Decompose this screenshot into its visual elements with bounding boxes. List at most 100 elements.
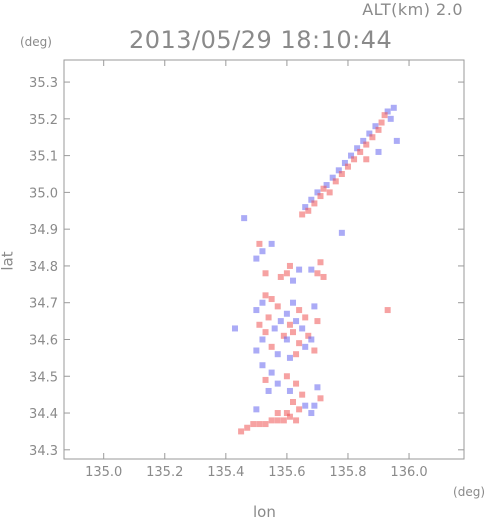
data-point bbox=[274, 380, 281, 387]
data-point bbox=[317, 395, 324, 402]
data-point bbox=[305, 207, 312, 214]
data-point bbox=[311, 402, 318, 409]
data-point bbox=[231, 325, 238, 332]
data-point bbox=[262, 329, 269, 336]
data-point bbox=[259, 362, 266, 369]
data-point bbox=[256, 240, 263, 247]
data-point bbox=[271, 325, 278, 332]
data-point bbox=[348, 152, 355, 159]
data-point bbox=[366, 130, 373, 137]
data-point bbox=[329, 174, 336, 181]
y-axis-unit: (deg) bbox=[20, 35, 52, 49]
x-tick-label: 135.2 bbox=[146, 465, 183, 480]
x-tick-label: 135.0 bbox=[85, 465, 122, 480]
data-point bbox=[265, 314, 272, 321]
data-point bbox=[308, 196, 315, 203]
x-axis-unit: (deg) bbox=[453, 485, 485, 499]
data-point bbox=[250, 421, 257, 428]
data-point bbox=[384, 108, 391, 115]
data-point bbox=[299, 211, 306, 218]
data-point bbox=[314, 189, 321, 196]
y-tick-label: 34.3 bbox=[29, 444, 58, 459]
data-point bbox=[268, 343, 275, 350]
data-point bbox=[317, 193, 324, 200]
data-point bbox=[274, 303, 281, 310]
data-point bbox=[360, 137, 367, 144]
data-point bbox=[351, 156, 358, 163]
data-point bbox=[253, 307, 260, 314]
data-point bbox=[259, 248, 266, 255]
data-point bbox=[277, 318, 284, 325]
data-point bbox=[311, 200, 318, 207]
data-point bbox=[283, 310, 290, 317]
y-tick-label: 34.5 bbox=[29, 370, 58, 385]
data-point bbox=[268, 369, 275, 376]
data-point bbox=[253, 255, 260, 262]
data-point bbox=[283, 410, 290, 417]
y-tick-label: 35.1 bbox=[29, 150, 58, 165]
x-axis-label: lon bbox=[253, 503, 276, 521]
altitude-label: ALT(km) 2.0 bbox=[362, 0, 463, 19]
data-point bbox=[390, 104, 397, 111]
plot-frame bbox=[63, 59, 465, 460]
data-point bbox=[283, 373, 290, 380]
data-point bbox=[317, 259, 324, 266]
x-tick-label: 136.0 bbox=[390, 465, 427, 480]
data-point bbox=[286, 387, 293, 394]
data-point bbox=[256, 421, 263, 428]
data-point bbox=[259, 336, 266, 343]
data-point bbox=[378, 119, 385, 126]
y-tick-label: 34.7 bbox=[29, 297, 58, 312]
data-point bbox=[274, 417, 281, 424]
data-point bbox=[296, 340, 303, 347]
data-point bbox=[241, 215, 248, 222]
data-point bbox=[369, 134, 376, 141]
data-point bbox=[354, 145, 361, 152]
data-point bbox=[244, 424, 251, 431]
data-point bbox=[262, 376, 269, 383]
data-point bbox=[311, 303, 318, 310]
data-point bbox=[293, 318, 300, 325]
data-point bbox=[311, 347, 318, 354]
x-tick-label: 135.8 bbox=[329, 465, 366, 480]
data-point bbox=[253, 347, 260, 354]
x-tick-label: 135.4 bbox=[207, 465, 244, 480]
data-point bbox=[326, 189, 333, 196]
timestamp-title: 2013/05/29 18:10:44 bbox=[129, 26, 393, 54]
y-tick-label: 35.0 bbox=[29, 186, 58, 201]
data-points bbox=[231, 104, 400, 435]
data-point bbox=[262, 292, 269, 299]
data-point bbox=[357, 148, 364, 155]
data-point bbox=[302, 343, 309, 350]
y-tick-label: 35.2 bbox=[29, 113, 58, 128]
data-point bbox=[387, 115, 394, 122]
data-point bbox=[283, 336, 290, 343]
data-point bbox=[338, 171, 345, 177]
data-point bbox=[320, 273, 327, 280]
data-point bbox=[308, 410, 315, 417]
data-point bbox=[305, 332, 312, 339]
data-point bbox=[293, 351, 300, 358]
data-point bbox=[259, 299, 266, 306]
data-point bbox=[363, 156, 370, 163]
data-point bbox=[265, 387, 272, 394]
data-point bbox=[274, 410, 281, 417]
data-point bbox=[290, 399, 297, 405]
data-point bbox=[332, 178, 339, 185]
data-point bbox=[286, 354, 293, 361]
data-point bbox=[268, 417, 275, 424]
data-point bbox=[363, 141, 370, 148]
data-point bbox=[280, 417, 287, 424]
data-point bbox=[296, 266, 303, 273]
data-point bbox=[375, 148, 382, 155]
x-tick-label: 135.6 bbox=[268, 465, 305, 480]
data-point bbox=[280, 332, 287, 339]
data-point bbox=[274, 351, 281, 358]
y-axis-ticks: 34.3 34.4 34.5 34.6 34.7 34.8 34.9 35.0 35.1 35.2… bbox=[29, 76, 464, 459]
data-point bbox=[375, 126, 382, 133]
y-tick-label: 34.6 bbox=[29, 333, 58, 348]
data-point bbox=[290, 329, 297, 336]
data-point bbox=[302, 314, 309, 321]
data-point bbox=[299, 391, 306, 398]
